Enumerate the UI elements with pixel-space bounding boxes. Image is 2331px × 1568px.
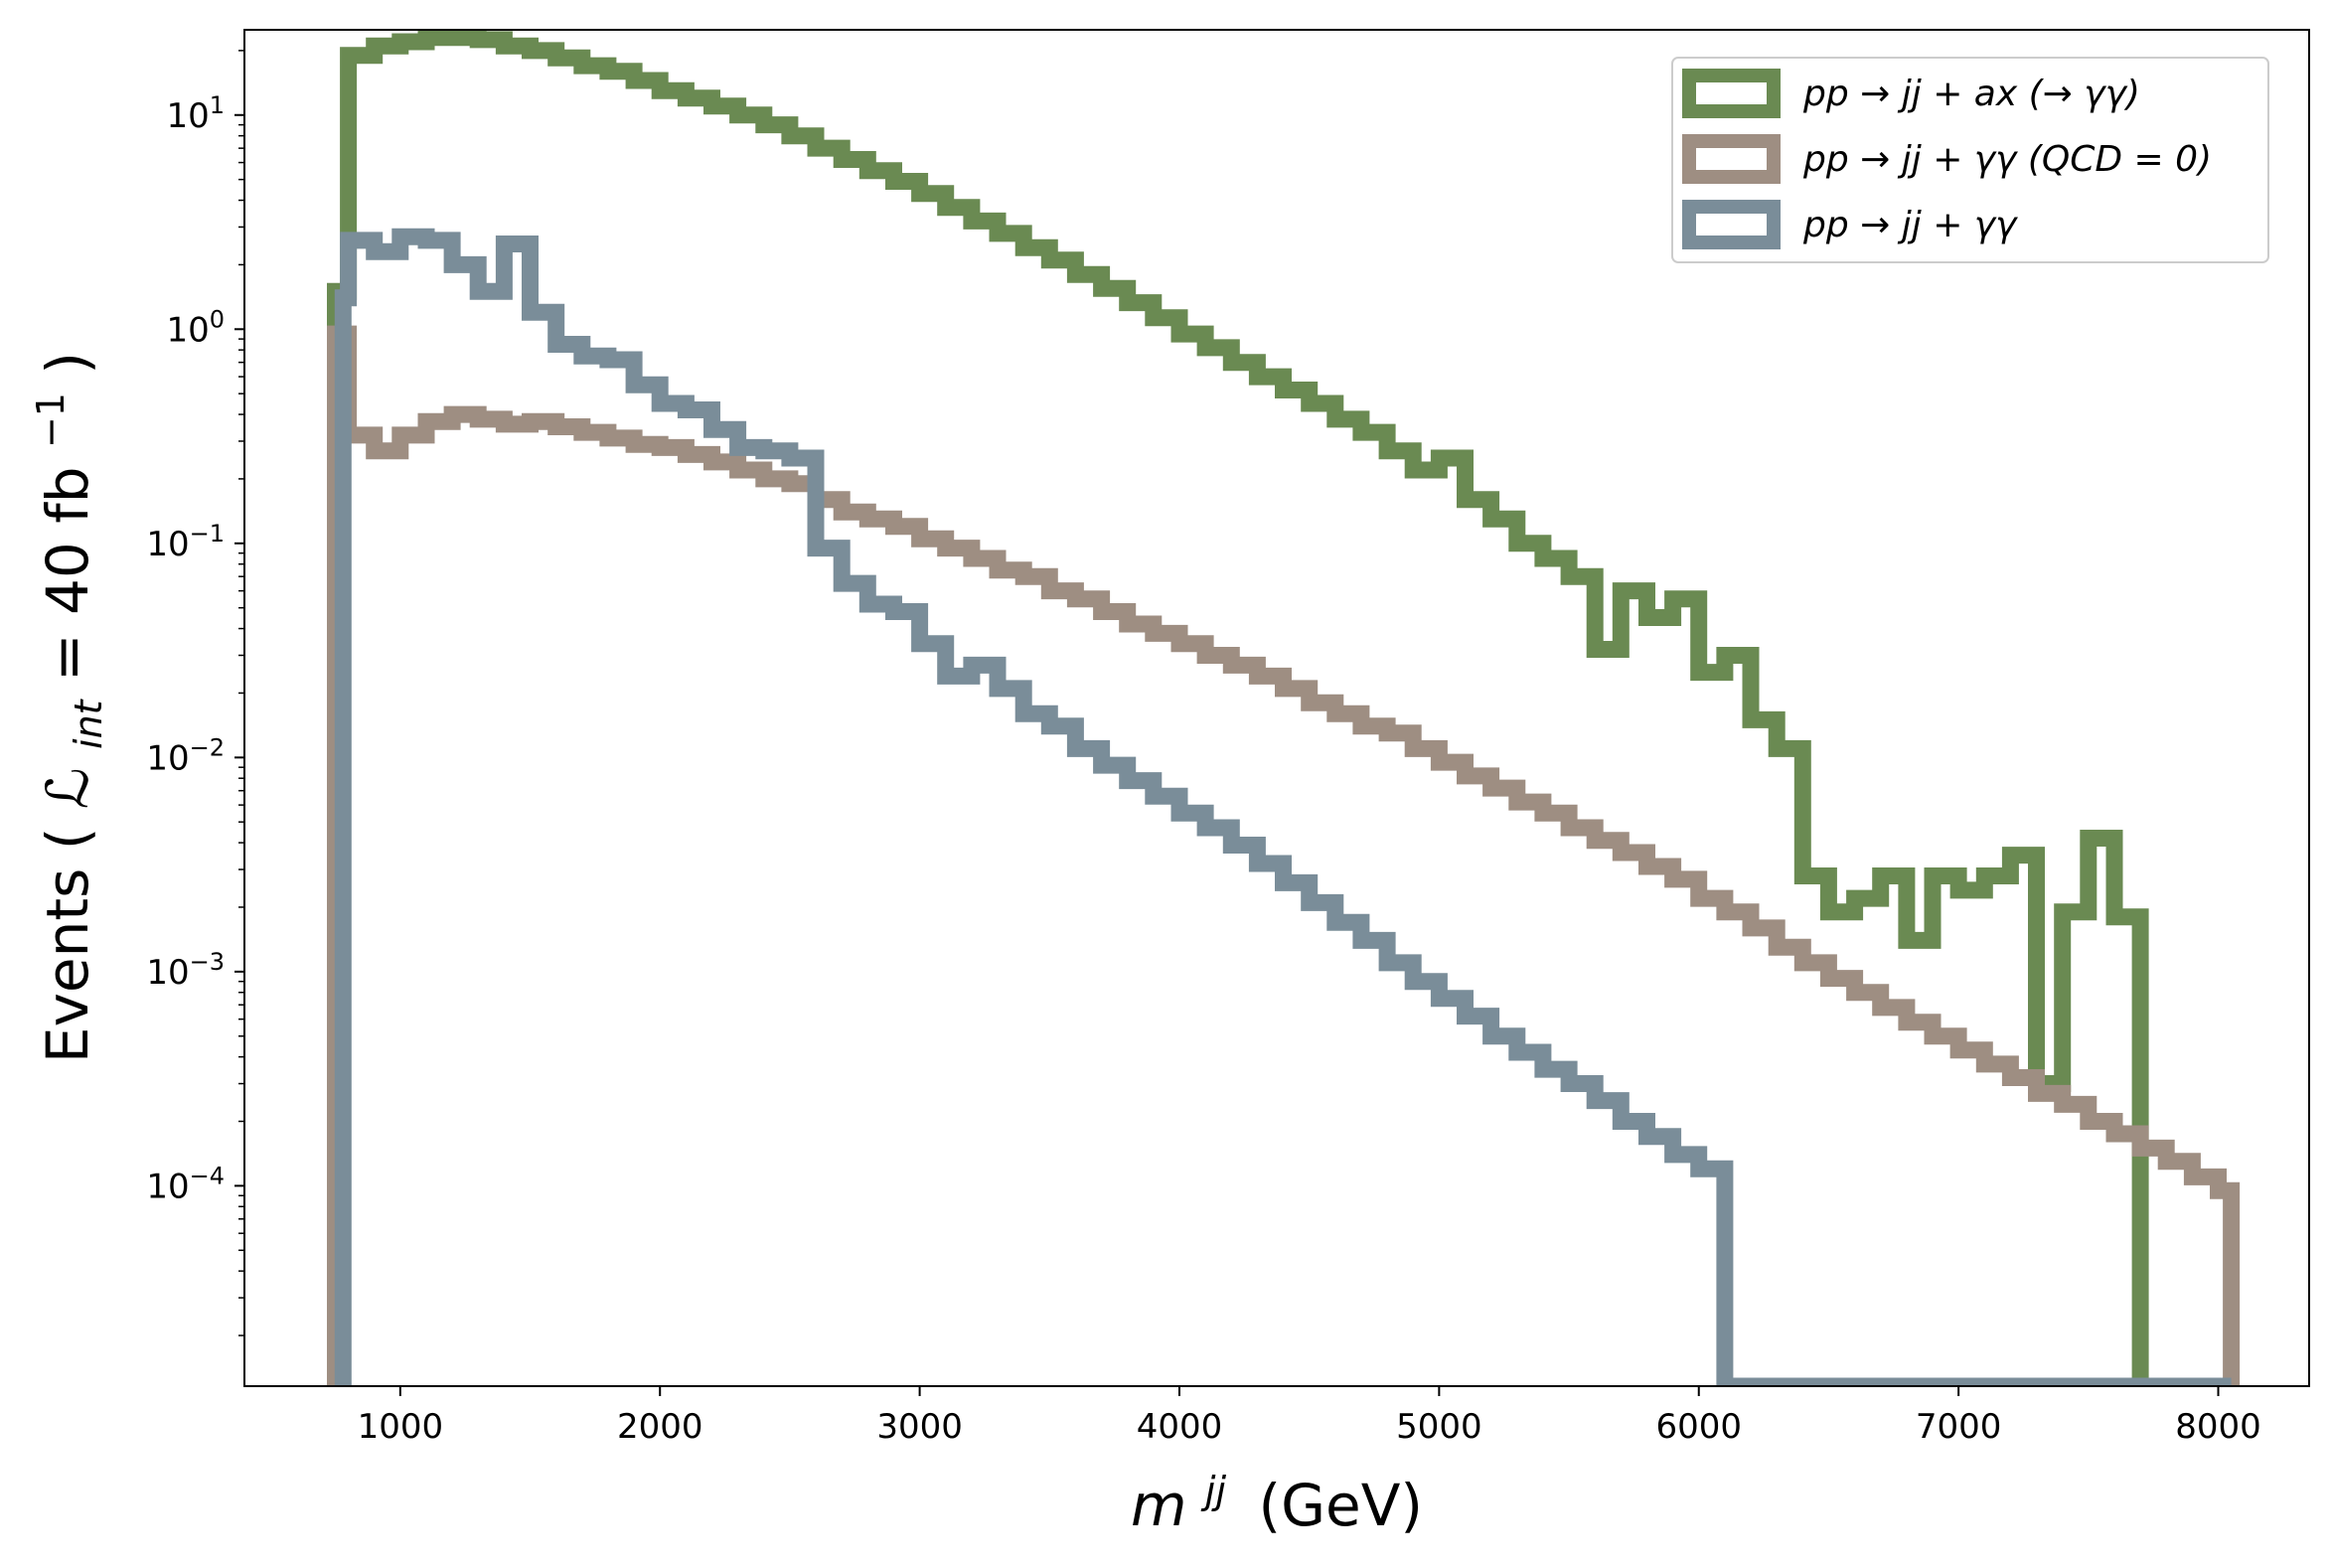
legend-swatch-full [1682, 200, 1781, 249]
y-axis-label-sup: −1 [29, 392, 73, 448]
legend-swatch-qcd0 [1682, 134, 1781, 184]
x-tick-label: 5000 [1396, 1407, 1482, 1447]
series-line-qcd0 [327, 325, 2241, 1386]
x-axis-ticks: 1000 2000 3000 4000 5000 6000 7000 8000 [358, 1386, 2261, 1447]
x-tick-label: 6000 [1655, 1407, 1742, 1447]
y-axis-label: Events ( ℒ int = 40 fb −1 ) [10, 352, 115, 1063]
legend-label-full: pp → jj + γγ [1802, 205, 2018, 245]
legend-label-qcd0: pp → jj + γγ (QCD = 0) [1802, 139, 2212, 180]
y-axis-label-post: ) [34, 352, 101, 375]
x-axis-label: m jj (GeV) [1131, 1450, 1423, 1539]
series-line-signal [327, 30, 2232, 1386]
y-axis-label-sub: int [67, 698, 110, 749]
y-tick-label: 10−1 [146, 520, 225, 564]
legend-box [1671, 57, 2269, 263]
x-tick-label: 7000 [1916, 1407, 2002, 1447]
x-tick-label: 3000 [876, 1407, 963, 1447]
x-tick-label: 4000 [1137, 1407, 1223, 1447]
legend-label-signal: pp → jj + ax (→ γγ) [1802, 74, 2140, 114]
series-layer [327, 30, 2241, 1386]
x-tick-label: 8000 [2175, 1407, 2261, 1447]
x-tick-label: 1000 [358, 1407, 444, 1447]
y-axis-label-symbol: ℒ [34, 767, 101, 809]
y-axis-label-mid: = 40 fb [34, 466, 101, 682]
x-axis-label-unit: (GeV) [1258, 1472, 1423, 1539]
y-tick-label: 10−2 [146, 733, 225, 778]
x-axis-label-main: m [1131, 1472, 1187, 1539]
plot-frame [243, 29, 2310, 1387]
legend-swatch-signal [1682, 69, 1781, 118]
y-axis-ticks: 101 100 10−1 10−2 10−3 10−4 [146, 50, 244, 1336]
legend: pp → jj + ax (→ γγ) pp → jj + γγ (QCD = … [1671, 57, 2269, 263]
y-tick-label: 101 [166, 91, 225, 136]
y-axis-label-pre: Events ( [34, 828, 101, 1063]
x-axis-label-sup: jj [1200, 1469, 1227, 1512]
x-tick-label: 2000 [617, 1407, 703, 1447]
y-tick-label: 100 [166, 305, 225, 350]
y-tick-label: 10−3 [146, 948, 225, 993]
y-tick-label: 10−4 [146, 1162, 225, 1206]
series-line-full [334, 228, 2232, 1386]
